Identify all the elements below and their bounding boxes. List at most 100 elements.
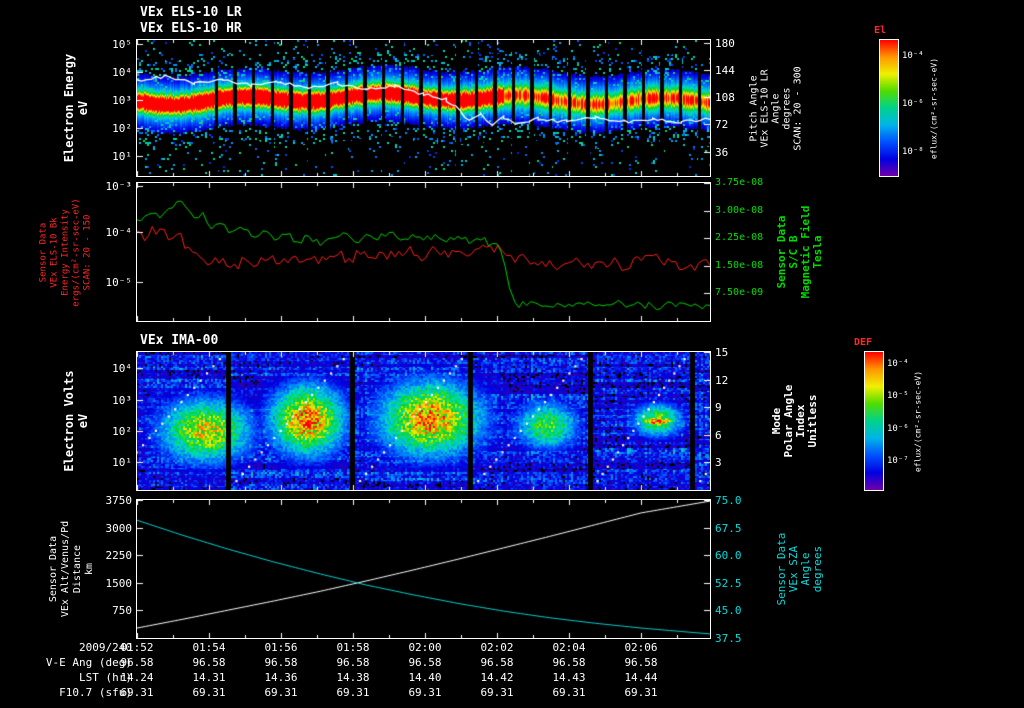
table-cell: 14.31 [192,671,226,684]
panel3-yaxis-label-line: Electron Volts [62,370,76,472]
table-cell: 14.42 [480,671,514,684]
time-tick-label: 01:52 [120,641,154,654]
colorbar-tick-label: 10⁻⁴ [887,359,909,370]
intensity-bfield-canvas [137,183,710,321]
y-tick-label-right: 60.0 [715,549,742,563]
panel3-yaxis-label: Electron Volts eV [62,352,90,490]
table-cell: 96.58 [480,656,514,669]
table-cell: 96.58 [552,656,586,669]
panel4-yaxis-label-line: VEx Alt/Venus/Pd [60,520,71,618]
panel1-right-label-line: SCAN: 20 - 300 [792,65,804,151]
y-tick-label-right: 72 [715,118,729,132]
table-cell: 96.58 [120,656,154,669]
panel4-yaxis-label-line: Distance [72,544,83,594]
y-tick-label-right: 7.50e-09 [715,287,764,299]
y-tick-label-right: 3.75e-08 [715,177,764,188]
panel4-yaxis-label-line: km [84,562,95,576]
table-cell: 69.31 [552,686,586,699]
colorbar-tick-label: 10⁻⁵ [887,391,909,402]
panel2-right-label-line: Tesla [811,235,824,269]
table-row-label: V-E Ang (deg) [45,656,132,669]
table-cell: 14.36 [264,671,298,684]
time-tick-label: 02:04 [552,641,586,654]
y-tick-label: 3750 [105,494,133,507]
y-tick-label-right: 37.5 [715,632,742,645]
colorbar-tick-label: 10⁻⁴ [902,51,924,62]
y-tick-label-right: 75.0 [715,494,742,507]
ima-colorbar [864,351,884,491]
y-tick-label: 10⁻³ [105,179,133,193]
table-cell: 69.31 [480,686,514,699]
panel2-yaxis-label: Sensor Data VEx ELS-10 Bk Energy Intensity… [39,183,94,321]
colorbar-units-label: eflux/(cm²-sr-sec-eV) [914,352,923,490]
y-tick-label: 10⁴ [112,65,132,79]
y-tick-label-right: 6 [715,428,722,442]
panel3-title: VEx IMA-00 [140,333,219,348]
y-tick-label: 2250 [105,549,133,563]
panel2-yaxis-label-line: Energy Intensity [60,208,71,296]
y-tick-label: 10³ [112,394,132,408]
panel1-yaxis-label: Electron Energy eV [62,40,90,176]
panel2-yaxis-label-line: ergs/(cm²-sr-sec-eV) [71,197,82,307]
date-label: 2009/240 [79,641,132,654]
panel2-yaxis-label-line: SCAN: 20 - 150 [82,214,93,290]
panel1-right-label-line: Angle [770,92,782,124]
y-tick-label-right: 45.0 [715,604,742,618]
table-cell: 69.31 [192,686,226,699]
table-cell: 69.31 [408,686,442,699]
y-tick-label: 10⁴ [112,361,132,375]
altitude-sza-panel [136,499,711,639]
y-tick-label: 1500 [105,576,133,590]
time-tick-label: 02:00 [408,641,442,654]
altitude-sza-canvas [137,500,710,638]
time-tick-label: 01:58 [336,641,370,654]
panel4-yaxis-label: Sensor Data VEx Alt/Venus/Pd Distance km [48,500,96,638]
colorbar-units-label-line: eflux/(cm²-sr-sec-eV) [929,57,939,159]
y-tick-label-right: 52.5 [715,576,742,590]
panel3-right-label: Mode Polar Angle Index Unitless [770,352,819,490]
colorbar-tick-label: 10⁻⁶ [902,98,924,109]
y-tick-label: 10⁻⁴ [105,225,133,239]
els-colorbar-title: El [874,25,887,36]
panel1-right-label-line: degrees [781,86,793,130]
els-colorbar [879,39,899,177]
y-tick-label: 3000 [105,521,133,535]
table-row-label: LST (hr) [79,671,132,684]
table-cell: 69.31 [264,686,298,699]
table-cell: 14.24 [120,671,154,684]
y-tick-label-right: 15 [715,346,729,359]
colorbar-tick-label: 10⁻⁶ [887,424,909,435]
table-cell: 69.31 [624,686,658,699]
panel1-title-line1: VEx ELS-10 LR [140,5,242,20]
colorbar-units-label: eflux/(cm²-sr-sec-eV) [930,40,939,176]
table-cell: 14.40 [408,671,442,684]
els-spectrogram-canvas [137,40,710,176]
y-tick-label-right: 108 [715,91,735,105]
y-tick-label-right: 2.25e-08 [715,232,764,244]
y-tick-label-right: 36 [715,145,729,159]
intensity-bfield-panel [136,182,711,322]
panel2-right-label: Sensor Data S/C B Magnetic Field Tesla [775,183,824,321]
panel2-yaxis-label-line: Sensor Data [38,222,49,282]
table-cell: 96.58 [192,656,226,669]
y-tick-label: 10¹ [112,149,132,163]
colorbar-units-label-line: eflux/(cm²-sr-sec-eV) [913,370,923,472]
y-tick-label-right: 12 [715,373,729,387]
els-spectrogram-panel [136,39,711,177]
ima-spectrogram-canvas [137,352,710,490]
table-row-label: F10.7 (sfu) [59,686,132,699]
panel1-right-label: Pitch Angle VEx ELS-10 LR Angle degrees SCAN… [749,40,804,176]
ima-colorbar-title: DEF [854,337,873,348]
table-cell: 14.43 [552,671,586,684]
panel1-right-label-line: VEx ELS-10 LR [759,68,771,148]
y-tick-label-right: 144 [715,63,735,77]
time-tick-label: 02:02 [480,641,514,654]
y-tick-label-right: 3.00e-08 [715,204,764,216]
panel3-right-label-line: Unitless [806,394,819,448]
y-tick-label: 10⁻⁵ [105,276,133,290]
table-cell: 96.58 [336,656,370,669]
table-cell: 96.58 [408,656,442,669]
table-cell: 69.31 [120,686,154,699]
time-tick-label: 01:54 [192,641,226,654]
